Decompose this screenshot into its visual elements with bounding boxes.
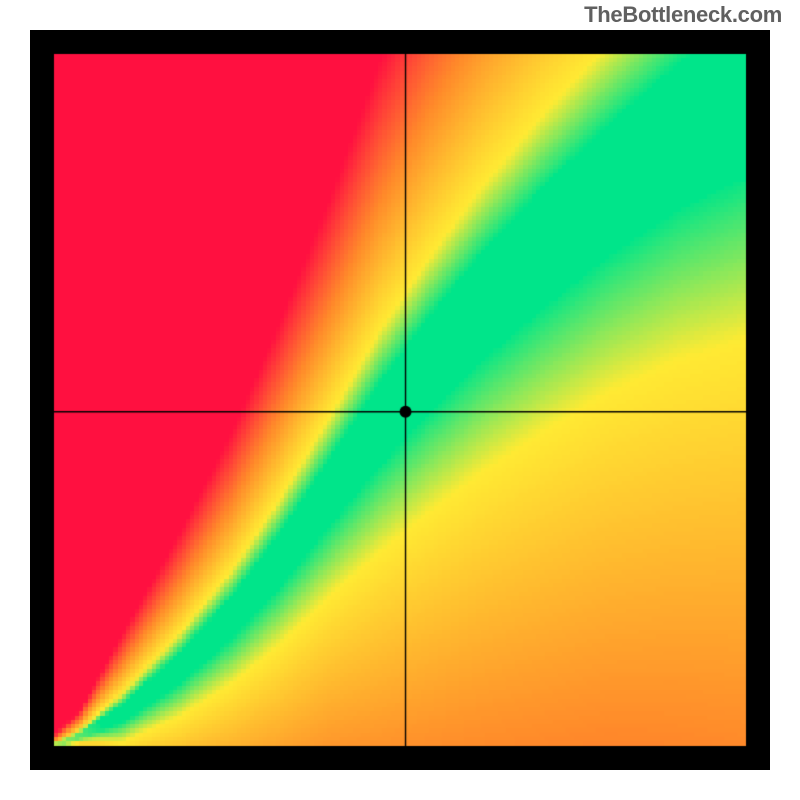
bottleneck-heatmap — [30, 30, 770, 770]
attribution-text: TheBottleneck.com — [584, 2, 782, 28]
heatmap-container — [30, 30, 770, 770]
